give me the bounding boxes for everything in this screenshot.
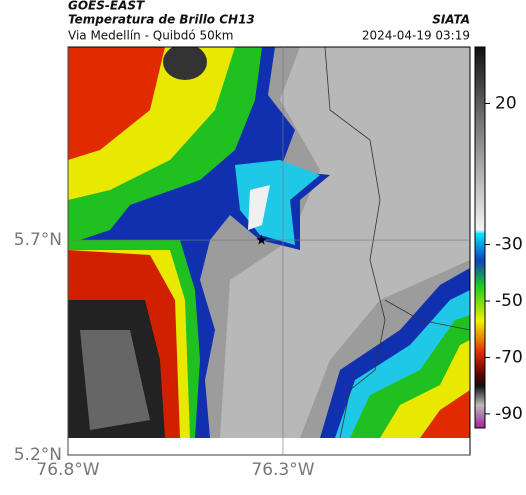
- y-tick-label: 5.7°N: [14, 230, 62, 250]
- colorbar: [474, 46, 486, 429]
- source: SIATA: [432, 13, 470, 27]
- x-tick-label: 76.3°W: [251, 460, 314, 480]
- colorbar-tick-label: -50: [495, 291, 523, 311]
- datetime: 2024-04-19 03:19: [362, 29, 470, 43]
- x-tick-label: 76.8°W: [36, 460, 99, 480]
- title: GOES-EAST: [68, 0, 145, 13]
- colorbar-tick-label: 20: [495, 93, 517, 113]
- colorbar-tick-label: -30: [495, 235, 523, 255]
- region: Via Medellín - Quibdó 50km: [68, 29, 233, 43]
- colorbar-tick-label: -70: [495, 347, 523, 367]
- subtitle: Temperatura de Brillo CH13: [68, 13, 255, 27]
- colorbar-tick-label: -90: [495, 404, 523, 424]
- y-tick-label: 5.2°N: [14, 445, 62, 465]
- imagery: [68, 47, 470, 438]
- location-marker: [256, 234, 267, 245]
